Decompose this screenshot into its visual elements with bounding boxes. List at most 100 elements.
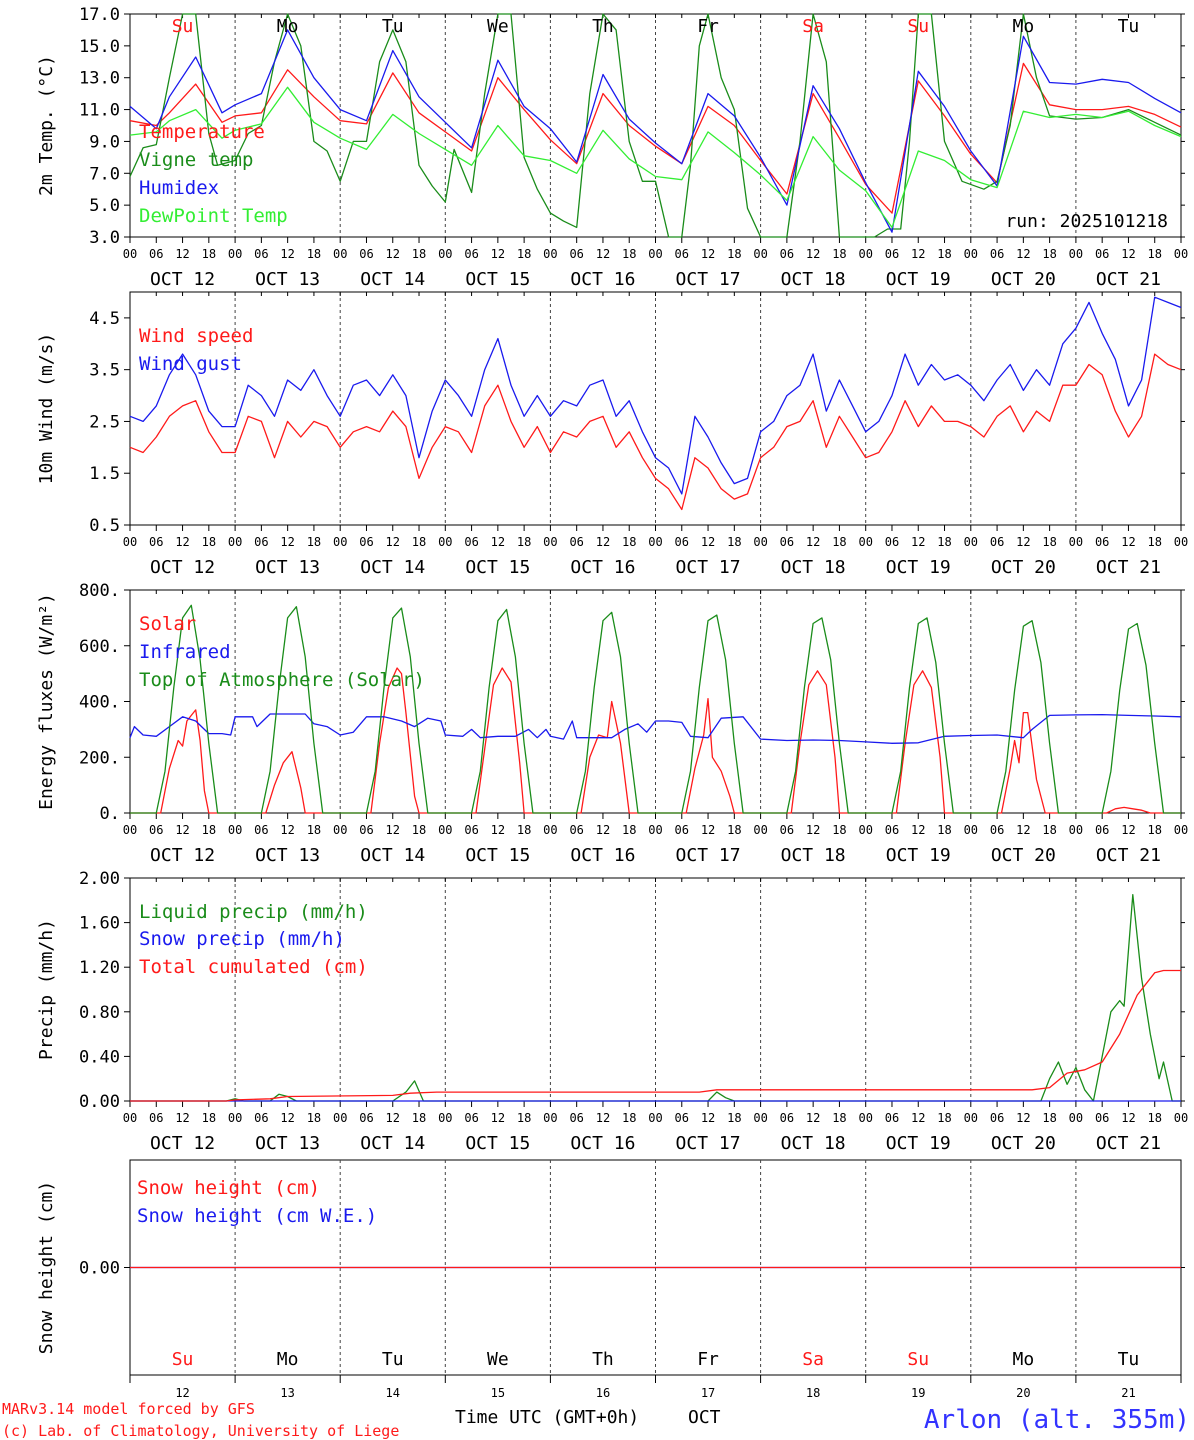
day-number-label: 12 — [175, 1386, 189, 1400]
hour-tick-label: 06 — [569, 247, 583, 261]
date-label: OCT 21 — [1096, 845, 1161, 866]
hour-tick-label: 00 — [123, 535, 137, 549]
date-label: OCT 19 — [886, 1133, 951, 1154]
y-tick-label: 1.5 — [89, 464, 120, 484]
hour-tick-label: 06 — [885, 247, 899, 261]
hour-tick-label: 18 — [202, 535, 216, 549]
date-label: OCT 13 — [255, 269, 320, 290]
hour-tick-label: 00 — [543, 1111, 557, 1125]
date-label: OCT 16 — [570, 845, 635, 866]
day-name-label: Tu — [382, 16, 404, 37]
day-name-label: Mo — [277, 16, 299, 37]
date-label: OCT 14 — [360, 845, 425, 866]
hour-tick-label: 12 — [1121, 823, 1135, 837]
hour-tick-label: 00 — [333, 247, 347, 261]
series-line-dewpoint-temp — [129, 86, 1182, 229]
hour-tick-label: 12 — [386, 1111, 400, 1125]
hour-tick-label: 00 — [228, 1111, 242, 1125]
date-label: OCT 12 — [150, 557, 215, 578]
y-tick-label: 9.0 — [89, 132, 120, 152]
hour-tick-label: 06 — [359, 823, 373, 837]
legend-entry: Humidex — [139, 177, 219, 199]
hour-tick-label: 00 — [543, 247, 557, 261]
hour-tick-label: 18 — [307, 1111, 321, 1125]
hour-tick-label: 12 — [806, 247, 820, 261]
hour-tick-label: 12 — [1016, 823, 1030, 837]
day-number-label: 14 — [386, 1386, 400, 1400]
month-label: OCT — [688, 1407, 721, 1428]
hour-tick-label: 00 — [333, 1111, 347, 1125]
hour-tick-label: 06 — [780, 247, 794, 261]
y-tick-label: 0.00 — [79, 1092, 120, 1112]
day-name-label: We — [487, 16, 509, 37]
hour-tick-label: 12 — [280, 247, 294, 261]
date-label: OCT 20 — [991, 269, 1056, 290]
hour-tick-label: 00 — [543, 535, 557, 549]
hour-tick-label: 00 — [753, 1111, 767, 1125]
hour-tick-label: 00 — [1069, 535, 1083, 549]
hour-tick-label: 00 — [1174, 823, 1188, 837]
hour-tick-label: 18 — [1042, 535, 1056, 549]
hour-tick-label: 06 — [359, 1111, 373, 1125]
hour-tick-label: 18 — [307, 247, 321, 261]
date-label: OCT 19 — [886, 557, 951, 578]
date-label: OCT 16 — [570, 269, 635, 290]
hour-tick-label: 00 — [123, 1111, 137, 1125]
hour-tick-label: 00 — [964, 247, 978, 261]
hour-tick-label: 12 — [701, 823, 715, 837]
date-label: OCT 12 — [150, 269, 215, 290]
y-tick-label: 17.0 — [79, 5, 120, 25]
hour-tick-label: 00 — [964, 1111, 978, 1125]
series-line-vigne-temp — [129, 13, 1182, 238]
hour-tick-label: 06 — [990, 1111, 1004, 1125]
day-name-label: We — [487, 1349, 509, 1370]
date-label: OCT 19 — [886, 269, 951, 290]
day-number-label: 18 — [806, 1386, 820, 1400]
y-tick-label: 4.5 — [89, 309, 120, 329]
date-label: OCT 15 — [465, 845, 530, 866]
hour-tick-label: 06 — [675, 247, 689, 261]
legend-entry: Snow precip (mm/h) — [139, 928, 345, 950]
hour-tick-label: 06 — [885, 1111, 899, 1125]
date-label: OCT 15 — [465, 557, 530, 578]
day-number-label: 16 — [596, 1386, 610, 1400]
date-label: OCT 18 — [781, 557, 846, 578]
hour-tick-label: 00 — [438, 1111, 452, 1125]
hour-tick-label: 12 — [386, 247, 400, 261]
date-label: OCT 18 — [781, 269, 846, 290]
hour-tick-label: 18 — [622, 535, 636, 549]
hour-tick-label: 00 — [648, 1111, 662, 1125]
hour-tick-label: 06 — [149, 823, 163, 837]
y-tick-label: 2.00 — [79, 869, 120, 889]
date-label: OCT 16 — [570, 1133, 635, 1154]
hour-tick-label: 18 — [202, 247, 216, 261]
day-name-label: Su — [907, 16, 929, 37]
day-name-label: Th — [592, 16, 614, 37]
hour-tick-label: 06 — [254, 823, 268, 837]
hour-tick-label: 12 — [701, 1111, 715, 1125]
legend-entry: Wind gust — [139, 353, 242, 375]
hour-tick-label: 00 — [648, 823, 662, 837]
day-name-label: Su — [907, 1349, 929, 1370]
day-number-label: 15 — [491, 1386, 505, 1400]
y-tick-label: 2.5 — [89, 412, 120, 432]
hour-tick-label: 06 — [675, 1111, 689, 1125]
date-label: OCT 12 — [150, 845, 215, 866]
hour-tick-label: 06 — [885, 535, 899, 549]
y-tick-label: 13.0 — [79, 69, 120, 89]
hour-tick-label: 06 — [569, 823, 583, 837]
hour-tick-label: 00 — [753, 823, 767, 837]
day-name-label: Sa — [802, 1349, 824, 1370]
hour-tick-label: 00 — [438, 247, 452, 261]
run-label: run: 2025101218 — [1005, 211, 1168, 232]
hour-tick-label: 12 — [596, 1111, 610, 1125]
hour-tick-label: 06 — [990, 823, 1004, 837]
hour-tick-label: 00 — [1069, 823, 1083, 837]
y-tick-label: 15.0 — [79, 37, 120, 57]
day-number-label: 20 — [1016, 1386, 1030, 1400]
day-name-label: Su — [172, 16, 194, 37]
hour-tick-label: 18 — [727, 535, 741, 549]
hour-tick-label: 12 — [175, 1111, 189, 1125]
hour-tick-label: 06 — [464, 823, 478, 837]
hour-tick-label: 06 — [675, 823, 689, 837]
